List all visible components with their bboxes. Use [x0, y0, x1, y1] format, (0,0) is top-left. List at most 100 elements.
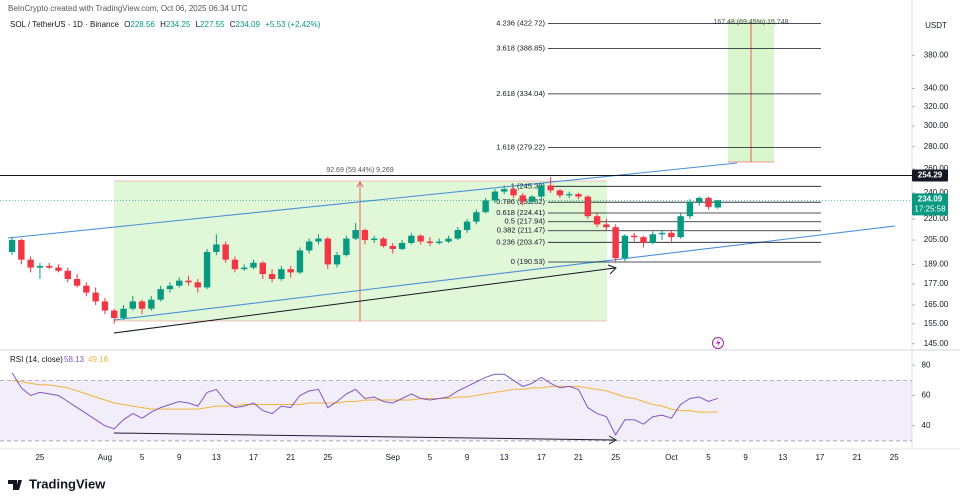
price-badge: [912, 169, 948, 182]
arrowhead: [608, 435, 618, 445]
measure-label: 167.48 (69.45%) 15,748: [713, 19, 788, 26]
y-tick-label: 145.00: [924, 339, 949, 348]
candle-body: [612, 227, 619, 259]
ohlc-value: 234.25: [165, 20, 191, 29]
rsi-line: [12, 379, 718, 413]
candle-body: [501, 189, 508, 192]
ohlc-key: H: [160, 20, 166, 29]
candle-body: [473, 212, 480, 222]
candle-body: [417, 235, 424, 242]
candle-body: [528, 196, 536, 202]
candle-body: [92, 292, 99, 302]
candle-body: [436, 241, 443, 243]
candle-body: [241, 267, 248, 270]
symbol-title: SOL / TetherUS · 1D · Binance: [10, 20, 119, 29]
y-tick-label: 205.00: [924, 235, 949, 244]
candle-body: [259, 262, 266, 275]
trend-arrow: [113, 267, 616, 334]
candle-body: [185, 280, 192, 283]
candle-body: [306, 241, 313, 251]
y-tick-label: 220.00: [924, 214, 949, 223]
candle-body: [352, 229, 359, 239]
candle-body: [491, 191, 499, 201]
candle-body: [686, 201, 694, 217]
ohlc-value: 227.55: [200, 20, 225, 29]
event-icon-bolt: [716, 339, 721, 347]
x-tick-label: 5: [706, 453, 711, 462]
symbol-header: SOL / TetherUS · 1D · Binance O228.56 H2…: [10, 20, 323, 29]
x-tick-label: Aug: [98, 453, 112, 462]
candle-body: [120, 308, 127, 319]
candle-body: [547, 185, 554, 191]
candle-body: [287, 269, 294, 273]
candle-body: [408, 235, 415, 243]
candle-body: [640, 237, 647, 243]
candle-body: [268, 274, 276, 279]
x-tick-label: 21: [286, 453, 295, 462]
channel-line: [113, 225, 896, 321]
candle-body: [296, 250, 304, 273]
y-tick-label: 260.00: [924, 164, 949, 173]
rsi-line: [11, 372, 718, 436]
x-tick-label: 5: [140, 453, 145, 462]
candle-body: [46, 265, 53, 268]
candle-body: [482, 200, 489, 213]
candle-body: [64, 270, 71, 279]
ohlc: H234.25: [160, 20, 190, 29]
x-tick-label: Oct: [665, 453, 678, 462]
y-tick-label: 189.00: [924, 259, 949, 268]
ohlc: C234.09: [230, 20, 260, 29]
measure-arrowhead: [356, 181, 364, 188]
candle-body: [454, 229, 461, 239]
y-tick-label: 240.00: [924, 188, 949, 197]
candle-body: [203, 251, 211, 288]
candle-body: [556, 190, 564, 196]
candle-body: [621, 235, 629, 259]
candle-body: [8, 240, 16, 252]
x-tick-label: 9: [465, 453, 470, 462]
x-tick-label: 21: [574, 453, 583, 462]
candle-body: [176, 280, 183, 286]
candle-body: [129, 301, 136, 309]
candle-body: [696, 197, 703, 202]
x-tick-label: 13: [500, 453, 509, 462]
candle-body: [27, 259, 34, 268]
candle-body: [566, 194, 573, 196]
candle-body: [73, 278, 81, 286]
fib-label: 0.5 (217.94): [505, 217, 546, 226]
x-tick-label: 5: [428, 453, 433, 462]
ohlc-key: O: [124, 20, 131, 29]
currency-label: USDT: [925, 21, 947, 30]
candle-body: [389, 245, 396, 249]
fib-label: 0.618 (224.41): [496, 208, 545, 217]
credit: BeInCrypto created with TradingView.com,…: [8, 4, 248, 13]
x-tick-label: 9: [177, 453, 182, 462]
candle-body: [603, 224, 610, 228]
change: +5.53 (+2.42%): [265, 20, 321, 29]
rsi-trend-arrow: [113, 432, 616, 441]
candle-body: [575, 194, 582, 197]
y-tick-label: 380.00: [924, 50, 949, 59]
rsi-title: RSI (14, close): [10, 355, 63, 364]
rsi-legend-value: 58.13: [64, 355, 85, 364]
ohlc-value: 228.56: [130, 20, 155, 29]
y-tick-label: 280.00: [924, 142, 949, 151]
candle-body: [333, 255, 341, 265]
candle-body: [222, 244, 229, 260]
candle-body: [55, 267, 62, 271]
x-tick-label: 17: [249, 453, 258, 462]
candle-body: [83, 285, 90, 293]
x-tick-label: 9: [743, 453, 748, 462]
x-tick-label: 13: [778, 453, 787, 462]
x-tick-label: 25: [35, 453, 44, 462]
candle-body: [426, 241, 434, 243]
candle-body: [138, 301, 146, 309]
x-tick-label: 13: [212, 453, 221, 462]
x-tick-label: 25: [323, 453, 332, 462]
candle-body: [510, 189, 517, 196]
measure-box: [114, 181, 607, 321]
x-tick-label: 17: [815, 453, 824, 462]
y-tick-label: 340.00: [924, 84, 949, 93]
fib-label: 0.236 (203.47): [496, 237, 545, 246]
